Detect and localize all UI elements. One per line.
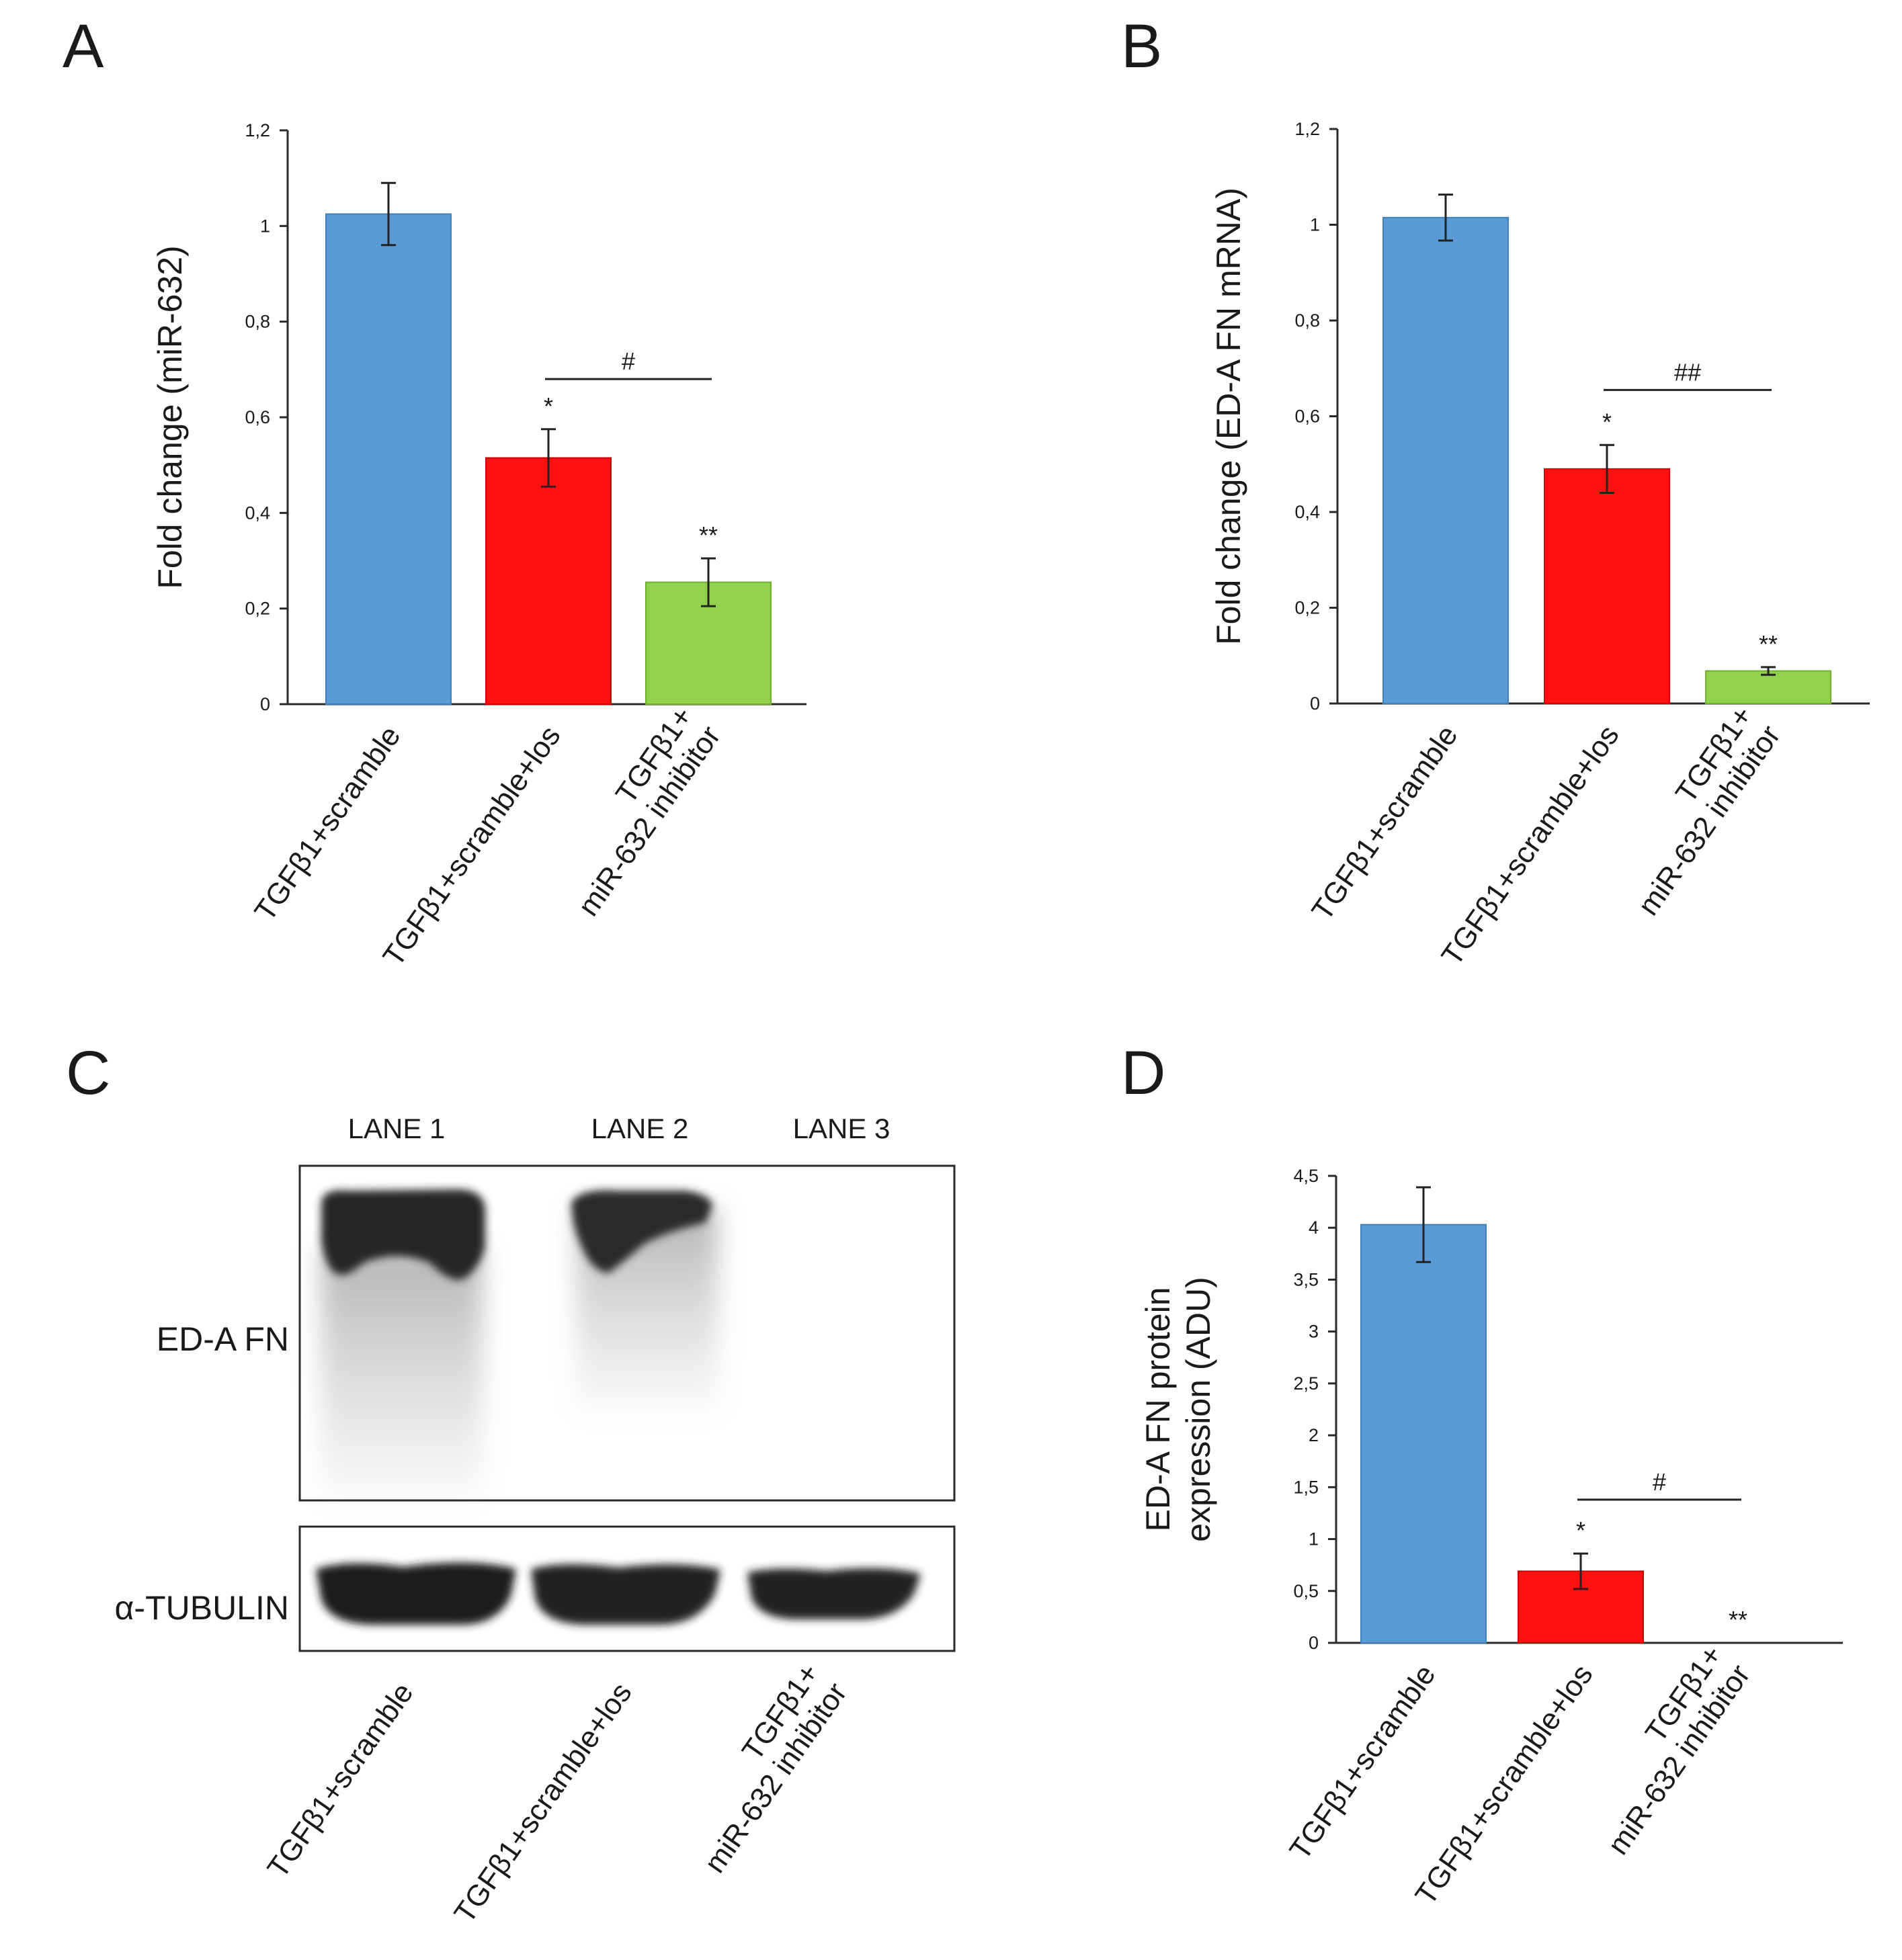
- bar: [485, 457, 612, 705]
- blot-category-label-line: TGFβ1+scramble: [261, 1677, 419, 1884]
- blot-row-label-edafn: ED-A FN: [157, 1320, 289, 1358]
- bar: [1544, 468, 1670, 704]
- blot-category-labels: TGFβ1+scramble TGFβ1+scramble+los TGFβ1+mi…: [261, 1658, 853, 1929]
- y-tick-label: 2,5: [1293, 1373, 1319, 1394]
- y-axis-label: Fold change (ED-A FN mRNA): [1210, 187, 1247, 645]
- bar: [1705, 670, 1831, 704]
- chart-d: 0 0,5 1 1,5 2 2,5 3 3,5 4 4,5 ED-A FN protein expre…: [1139, 1166, 1843, 1911]
- significance-marker: *: [1576, 1517, 1585, 1544]
- blot-category-label: TGFβ1+scramble: [261, 1677, 419, 1884]
- category-label-line: TGFβ1+scramble+los: [1435, 720, 1625, 972]
- category-label-line: TGFβ1+scramble+los: [1409, 1659, 1599, 1911]
- y-tick-label: 1,2: [245, 120, 270, 140]
- y-tick-label: 3: [1309, 1322, 1319, 1342]
- chart-a: 0 0,2 0,4 0,6 0,8 1 1,2 Fold change (miR-632) TG…: [151, 120, 807, 972]
- y-tick-label: 1: [1310, 215, 1320, 235]
- y-tick-label: 1,2: [1294, 119, 1320, 139]
- blot-category-label-line: TGFβ1+scramble+los: [448, 1677, 638, 1929]
- y-tick-label: 0,4: [245, 503, 270, 523]
- band-edafn-lane1: [321, 1189, 485, 1280]
- significance-marker: **: [1759, 630, 1778, 658]
- y-tick-label: 0: [260, 694, 270, 714]
- category-label: TGFβ1+miR-632 inhibitor: [572, 701, 727, 922]
- y-tick-label: 0: [1309, 1633, 1319, 1653]
- blot-category-label: TGFβ1+scramble+los: [448, 1677, 638, 1929]
- category-label: TGFβ1+miR-632 inhibitor: [1602, 1639, 1757, 1861]
- y-axis-label: expression (ADU): [1180, 1277, 1217, 1542]
- lane-label-2: LANE 2: [591, 1113, 689, 1144]
- y-tick-label: 0,6: [1294, 407, 1320, 427]
- category-label: TGFβ1+scramble+los: [1435, 720, 1625, 972]
- bar: [1382, 216, 1509, 704]
- y-tick-label: 0,6: [245, 407, 270, 427]
- western-blot: LANE 1 LANE 2 LANE 3 ED-A FN α-TUBULIN T…: [115, 1113, 956, 1929]
- comparison-marker: ##: [1674, 358, 1701, 386]
- y-tick-label: 4,5: [1293, 1166, 1319, 1186]
- significance-marker: **: [1729, 1606, 1747, 1633]
- category-label: TGFβ1+scramble+los: [376, 720, 567, 972]
- comparison-marker: #: [1653, 1468, 1666, 1496]
- lane-label-3: LANE 3: [793, 1113, 891, 1144]
- category-label-line: TGFβ1+scramble+los: [376, 720, 567, 972]
- y-tick-label: 1,5: [1293, 1477, 1319, 1497]
- y-tick-label: 4: [1309, 1218, 1319, 1238]
- category-label: TGFβ1+scramble: [248, 720, 407, 927]
- band-edafn-lane1-smear: [321, 1250, 483, 1498]
- y-tick-label: 1: [1309, 1529, 1319, 1549]
- category-label: TGFβ1+scramble+los: [1409, 1659, 1599, 1911]
- y-tick-label: 0,2: [245, 599, 270, 619]
- band-tubulin-lane3: [747, 1568, 921, 1619]
- panel-letter-c: C: [66, 1039, 110, 1107]
- y-tick-label: 0,8: [1294, 310, 1320, 331]
- bar: [1360, 1224, 1487, 1644]
- y-axis-label: Fold change (miR-632): [151, 245, 189, 589]
- y-tick-label: 2: [1309, 1425, 1319, 1445]
- significance-marker: *: [1602, 408, 1612, 435]
- panel-letter-a: A: [63, 12, 104, 81]
- bar: [1518, 1570, 1644, 1644]
- category-label: TGFβ1+scramble: [1283, 1659, 1442, 1866]
- y-tick-label: 0: [1310, 693, 1320, 714]
- y-tick-label: 0,8: [245, 312, 270, 332]
- lane-label-1: LANE 1: [348, 1113, 446, 1144]
- band-tubulin-lane1: [316, 1562, 516, 1625]
- chart-b: 0 0,2 0,4 0,6 0,8 1 1,2 Fold change (ED-A FN mR…: [1210, 119, 1870, 972]
- category-label: TGFβ1+scramble: [1305, 720, 1464, 927]
- y-axis-label: ED-A FN protein: [1139, 1287, 1177, 1531]
- category-label: TGFβ1+miR-632 inhibitor: [1632, 700, 1787, 921]
- band-tubulin-lane2: [531, 1564, 720, 1625]
- significance-marker: *: [544, 392, 553, 420]
- y-tick-label: 0,5: [1293, 1581, 1319, 1601]
- y-tick-label: 0,2: [1294, 598, 1320, 618]
- y-tick-label: 0,4: [1294, 502, 1320, 522]
- y-tick-label: 3,5: [1293, 1269, 1319, 1289]
- y-tick-label: 1: [260, 216, 270, 236]
- panel-letter-b: B: [1121, 12, 1162, 81]
- comparison-marker: #: [622, 347, 635, 375]
- category-label-line: TGFβ1+scramble: [248, 720, 407, 927]
- panel-letter-d: D: [1121, 1039, 1165, 1107]
- category-label-line: TGFβ1+scramble: [1305, 720, 1464, 927]
- category-label-line: TGFβ1+scramble: [1283, 1659, 1442, 1866]
- bar: [325, 213, 452, 705]
- blot-row-label-tubulin: α-TUBULIN: [115, 1589, 289, 1627]
- band-edafn-lane2: [571, 1190, 712, 1273]
- significance-marker: **: [699, 521, 718, 549]
- blot-category-label: TGFβ1+miR-632 inhibitor: [698, 1658, 854, 1879]
